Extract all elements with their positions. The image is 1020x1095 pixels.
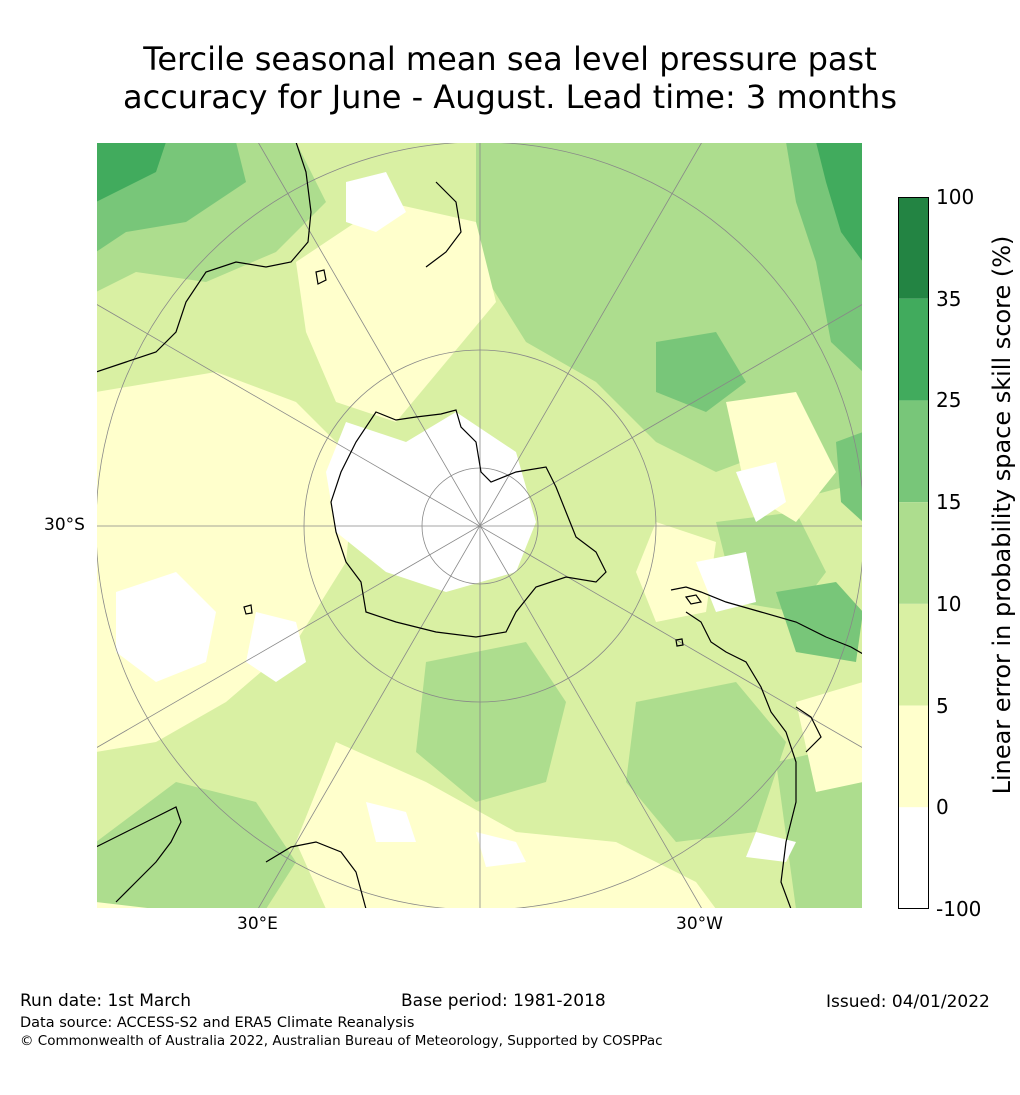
colorbar-tick-label: 0: [936, 795, 949, 820]
colorbar-tick-label: 35: [936, 286, 962, 311]
lat-label-30s: 30°S: [44, 515, 85, 535]
colorbar-tick-label: 10: [936, 591, 962, 616]
issued-date: Issued: 04/01/2022: [826, 992, 990, 1012]
skill-negative: [116, 172, 796, 867]
skill-25-35: [96, 142, 863, 262]
colorbar-swatch: [898, 400, 929, 503]
run-date: Run date: 1st March: [20, 991, 192, 1011]
colorbar-tick-label: 15: [936, 490, 962, 515]
colorbar-swatch: [898, 298, 929, 401]
lon-label-30w: 30°W: [676, 914, 723, 934]
colorbar-tick-label: 100: [936, 185, 975, 209]
skill-15-25: [96, 142, 863, 662]
title-line-2: accuracy for June - August. Lead time: 3…: [123, 78, 897, 116]
map-gridlines: [96, 142, 863, 909]
colorbar-tick-label: -100: [936, 897, 982, 921]
colorbar-swatch: [898, 807, 929, 909]
coastlines: [96, 142, 863, 909]
colorbar-swatch: [898, 197, 929, 299]
polar-skill-map: [96, 142, 863, 909]
chart-title: Tercile seasonal mean sea level pressure…: [0, 40, 1020, 116]
data-source: Data source: ACCESS-S2 and ERA5 Climate …: [20, 1015, 415, 1031]
title-line-1: Tercile seasonal mean sea level pressure…: [143, 40, 877, 78]
colorbar-label: Linear error in probability space skill …: [988, 235, 1016, 795]
colorbar-swatch: [898, 502, 929, 604]
copyright: © Commonwealth of Australia 2022, Austra…: [20, 1033, 663, 1049]
colorbar-swatch: [898, 705, 929, 808]
colorbar: [898, 197, 929, 909]
base-period: Base period: 1981-2018: [401, 991, 606, 1011]
colorbar-tick-label: 25: [936, 388, 962, 413]
lon-label-30e: 30°E: [237, 914, 278, 934]
colorbar-tick-label: 5: [936, 693, 949, 718]
colorbar-swatch: [898, 603, 929, 706]
